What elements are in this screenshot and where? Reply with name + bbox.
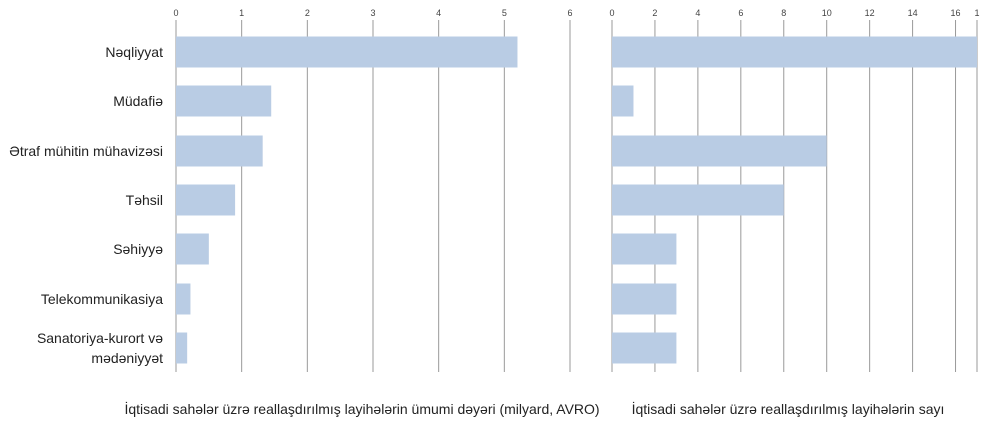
category-label: Nəqliyyat	[105, 44, 163, 60]
tick-label: 2	[305, 8, 310, 18]
tick-label: 6	[738, 8, 743, 18]
x-axis-title: İqtisadi sahələr üzrə reallaşdırılmış la…	[124, 400, 599, 417]
category-label: Səhiyyə	[113, 241, 163, 257]
bar-count-5	[612, 283, 677, 315]
category-label: mədəniyyət	[91, 350, 163, 366]
tick-label: 8	[781, 8, 786, 18]
tick-label: 1	[239, 8, 244, 18]
category-label: Müdafiə	[113, 93, 163, 109]
bar-value-4	[176, 233, 209, 265]
bar-count-0	[612, 36, 977, 68]
bar-count-3	[612, 184, 784, 216]
bar-value-5	[176, 283, 191, 315]
category-label: Telekommunikasiya	[41, 291, 163, 307]
bar-value-3	[176, 184, 236, 216]
tick-label: 0	[173, 8, 178, 18]
tick-label: 4	[436, 8, 441, 18]
tick-label: 5	[502, 8, 507, 18]
tick-label: 10	[822, 8, 832, 18]
bar-value-1	[176, 85, 272, 117]
tick-label: 12	[865, 8, 875, 18]
tick-label: 1	[974, 8, 979, 18]
bar-count-2	[612, 135, 827, 167]
tick-label: 4	[695, 8, 700, 18]
bar-count-4	[612, 233, 677, 265]
x-axis-title: İqtisadi sahələr üzrə reallaşdırılmış la…	[632, 400, 945, 417]
category-label: Ətraf mühitin mühavizəsi	[9, 143, 163, 159]
bar-value-6	[176, 332, 188, 364]
category-label: Sanatoriya-kurort və	[37, 330, 163, 346]
tick-label: 6	[567, 8, 572, 18]
tick-label: 3	[370, 8, 375, 18]
tick-label: 16	[951, 8, 961, 18]
tick-label: 0	[609, 8, 614, 18]
bar-count-6	[612, 332, 677, 364]
category-label: Təhsil	[126, 192, 163, 208]
bar-value-2	[176, 135, 263, 167]
bar-value-0	[176, 36, 518, 68]
tick-label: 14	[908, 8, 918, 18]
tick-label: 2	[652, 8, 657, 18]
bar-count-1	[612, 85, 634, 117]
